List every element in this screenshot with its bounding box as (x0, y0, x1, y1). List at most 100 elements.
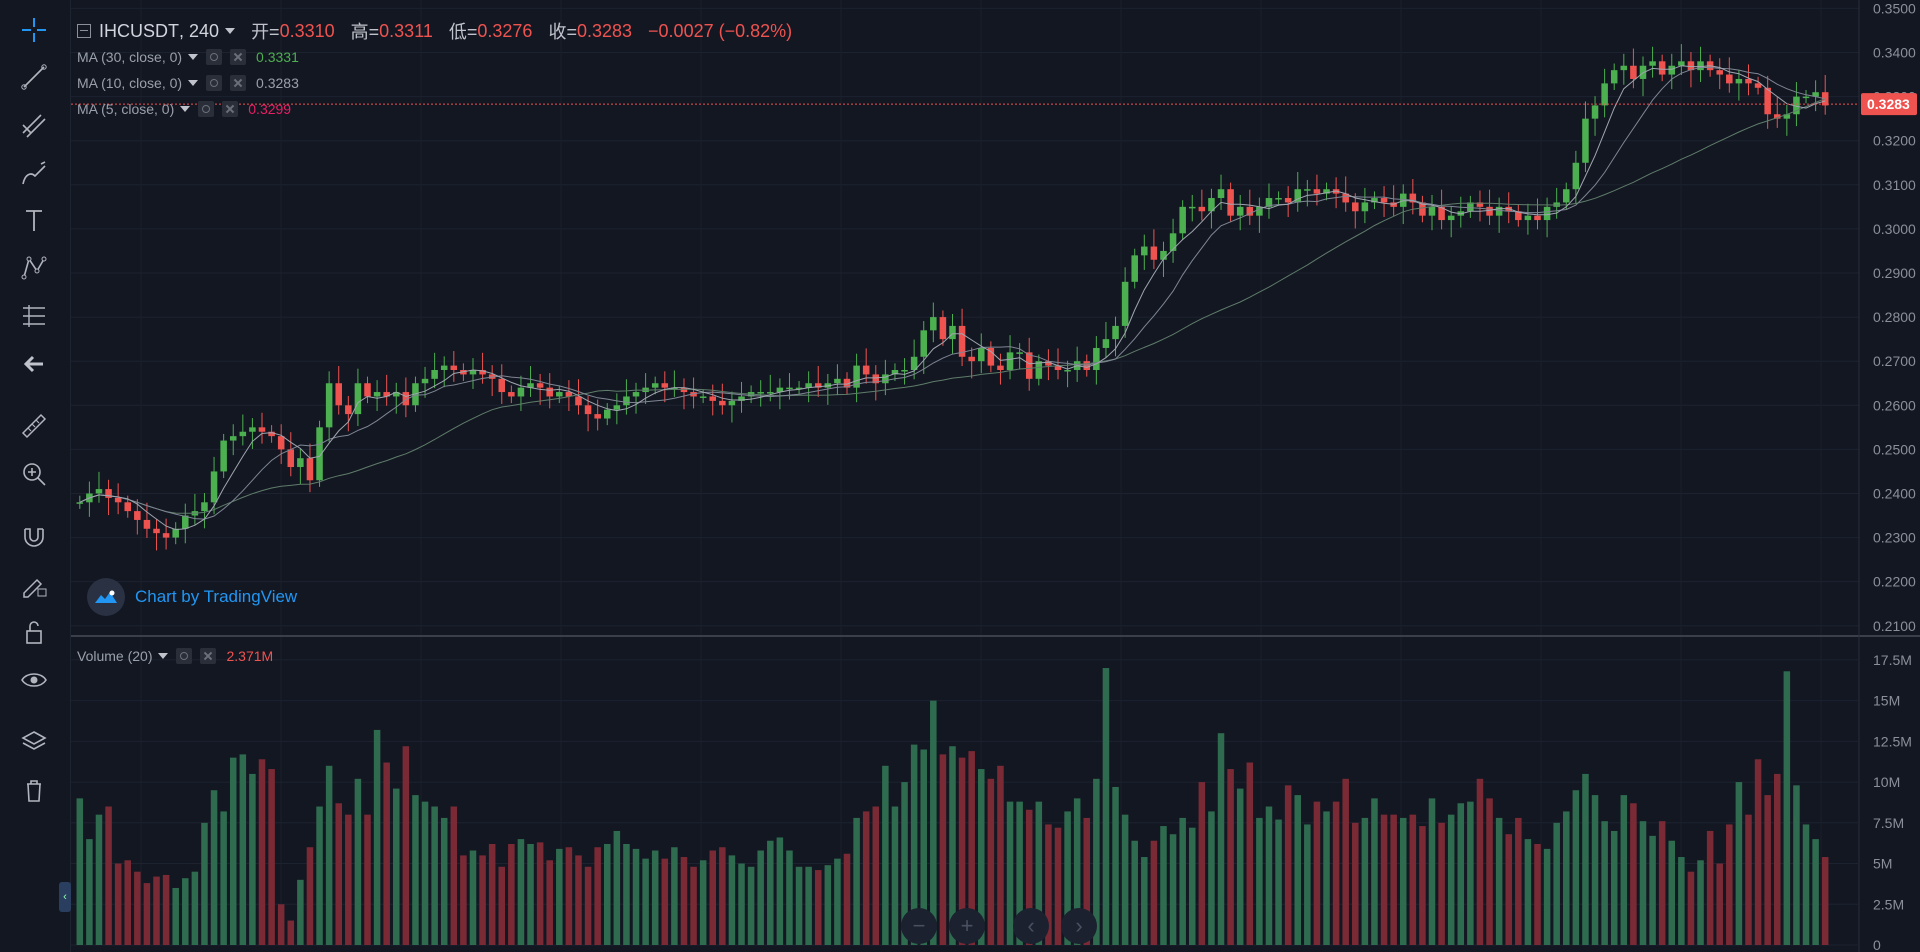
candle-body (1515, 211, 1522, 221)
symbol-name[interactable]: IHCUSDT (99, 20, 179, 41)
high-label: 高= (350, 22, 380, 42)
volume-axis-label: 10M (1873, 774, 1900, 790)
scroll-left-button[interactable]: ‹ (1013, 908, 1049, 944)
volume-bar (1543, 848, 1551, 945)
volume-bar (402, 746, 410, 945)
candle-body (124, 502, 132, 512)
settings-icon[interactable] (176, 648, 193, 664)
chart-navigation: − + ‹ › (901, 908, 1109, 944)
chart-area[interactable]: 0.35000.34000.33000.32000.31000.30000.29… (71, 0, 1920, 952)
candle-body (258, 427, 266, 432)
candle-body (1112, 325, 1119, 340)
volume-bar (699, 860, 707, 945)
volume-bar (843, 853, 851, 945)
volume-bar (968, 751, 975, 945)
volume-bar (575, 855, 582, 945)
candle-body (556, 392, 563, 397)
brush-icon[interactable] (14, 153, 54, 193)
candle-body (546, 387, 553, 397)
volume-bar (479, 855, 486, 945)
volume-bar (661, 858, 669, 945)
magnet-icon[interactable] (14, 516, 54, 556)
crosshair-icon[interactable] (14, 10, 54, 50)
volume-bar (316, 806, 323, 945)
price-axis-label: 0.2900 (1873, 265, 1916, 281)
layers-icon[interactable] (14, 722, 54, 762)
settings-icon[interactable] (198, 101, 215, 117)
volume-bar (1304, 824, 1311, 945)
volume-bar (1438, 822, 1445, 945)
volume-bar (901, 782, 908, 945)
volume-bar (86, 839, 93, 945)
candle-body (1447, 215, 1455, 221)
volume-bar (651, 850, 659, 945)
zoom-out-button[interactable]: − (901, 908, 937, 944)
trend-line-icon[interactable] (14, 57, 54, 97)
volume-bar (671, 847, 678, 945)
trash-icon[interactable] (14, 770, 54, 810)
candle-body (1380, 198, 1388, 203)
candle-body (1495, 206, 1503, 216)
settings-icon[interactable] (206, 75, 223, 91)
tradingview-logo-icon (87, 578, 125, 616)
back-arrow-icon[interactable] (14, 344, 54, 384)
candle-body (738, 396, 745, 401)
volume-bar (1591, 795, 1599, 945)
candle-body (249, 427, 256, 432)
volume-bar (297, 879, 304, 945)
drawing-toolbar (0, 0, 71, 952)
candle-body (1102, 339, 1110, 348)
chart-svg[interactable]: 0.35000.34000.33000.32000.31000.30000.29… (71, 0, 1920, 952)
zoom-in-icon[interactable] (14, 454, 54, 494)
symbol-interval[interactable]: 240 (189, 20, 220, 41)
eye-icon[interactable] (14, 660, 54, 700)
chevron-down-icon[interactable] (158, 653, 169, 659)
scroll-right-button[interactable]: › (1061, 908, 1097, 944)
chevron-down-icon[interactable] (188, 80, 199, 86)
forecast-icon[interactable] (14, 296, 54, 336)
text-icon[interactable] (14, 200, 54, 240)
volume-bar (383, 762, 390, 945)
volume-bar (1658, 821, 1666, 945)
candle-body (153, 528, 160, 534)
fib-icon[interactable] (14, 106, 54, 146)
indicator-label[interactable]: MA (10, close, 0) (77, 75, 183, 91)
close-icon[interactable] (200, 648, 217, 664)
chevron-down-icon[interactable] (188, 54, 199, 60)
lock-draw-icon[interactable] (14, 564, 54, 604)
collapse-legend-icon[interactable] (77, 24, 91, 38)
indicator-ma5[interactable]: MA (5, close, 0) 0.3299 (77, 101, 291, 117)
settings-icon[interactable] (206, 49, 223, 65)
candle-body (613, 405, 621, 410)
candle-body (220, 440, 227, 472)
candle-body (1428, 206, 1436, 216)
watermark-text[interactable]: Chart by TradingView (135, 587, 298, 606)
candle-body (268, 431, 275, 437)
collapse-toolbar-handle[interactable]: ‹ (59, 882, 71, 912)
chevron-down-icon[interactable] (225, 28, 236, 34)
indicator-label[interactable]: MA (30, close, 0) (77, 49, 183, 65)
pattern-icon[interactable] (14, 248, 54, 288)
close-icon[interactable] (230, 75, 247, 91)
symbol-header: IHCUSDT, 240 开= 0.3310 高= 0.3311 低= 0.3276 … (77, 18, 792, 44)
zoom-in-button[interactable]: + (949, 908, 985, 944)
indicator-label[interactable]: Volume (20) (77, 648, 153, 664)
indicator-value: 0.3299 (248, 101, 292, 117)
candle-body (1438, 206, 1445, 221)
tradingview-watermark[interactable]: Chart by TradingView (87, 578, 297, 616)
ruler-icon[interactable] (14, 406, 54, 446)
indicator-volume[interactable]: Volume (20) 2.371M (77, 648, 273, 664)
indicator-ma10[interactable]: MA (10, close, 0) 0.3283 (77, 75, 299, 91)
candle-body (930, 317, 937, 331)
unlock-icon[interactable] (14, 612, 54, 652)
candle-body (1006, 352, 1014, 371)
candle-body (939, 317, 947, 340)
chevron-down-icon[interactable] (180, 106, 191, 112)
close-icon[interactable] (222, 101, 239, 117)
candle-body (172, 528, 179, 538)
indicator-ma30[interactable]: MA (30, close, 0) 0.3331 (77, 49, 299, 65)
volume-bar (153, 876, 160, 945)
indicator-label[interactable]: MA (5, close, 0) (77, 101, 175, 117)
candle-body (162, 533, 170, 538)
close-icon[interactable] (230, 49, 247, 65)
